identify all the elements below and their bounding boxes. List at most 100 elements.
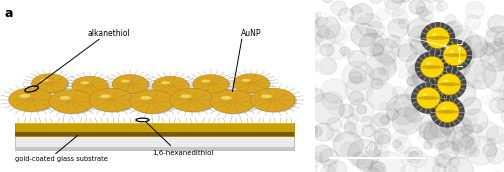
Circle shape [399,71,407,79]
Circle shape [369,162,386,172]
Circle shape [444,69,462,85]
Circle shape [392,86,405,98]
Circle shape [323,159,337,172]
Circle shape [384,0,402,9]
Circle shape [311,12,328,28]
Circle shape [433,155,446,166]
Circle shape [316,57,336,75]
Ellipse shape [444,79,448,82]
Circle shape [399,152,412,164]
Circle shape [361,116,373,127]
Circle shape [487,147,504,164]
Circle shape [348,139,380,168]
Polygon shape [16,122,294,136]
Text: a: a [5,7,13,20]
Circle shape [9,88,53,111]
Circle shape [424,0,437,2]
Circle shape [462,114,477,127]
Circle shape [465,136,496,165]
Circle shape [470,148,479,157]
Circle shape [494,48,504,60]
Circle shape [449,157,460,167]
Circle shape [364,161,383,172]
Circle shape [401,164,416,172]
Circle shape [396,144,404,151]
Ellipse shape [422,93,427,96]
Ellipse shape [426,62,431,65]
Circle shape [352,6,362,15]
Circle shape [370,131,383,143]
Circle shape [444,158,473,172]
Circle shape [485,27,504,51]
Circle shape [359,33,385,56]
Text: 9.0 nm: 9.0 nm [463,18,488,24]
Circle shape [463,97,481,114]
Circle shape [342,61,374,91]
Circle shape [233,74,269,93]
Polygon shape [16,132,294,136]
Circle shape [416,7,428,17]
Circle shape [451,58,470,76]
Circle shape [380,116,390,124]
Circle shape [388,19,408,38]
Text: 50 nm: 50 nm [365,143,390,152]
Ellipse shape [436,110,459,114]
Circle shape [409,151,418,160]
Circle shape [327,42,346,60]
Circle shape [483,144,497,157]
Circle shape [434,0,445,2]
Polygon shape [16,136,294,150]
Circle shape [399,19,409,28]
Circle shape [397,116,415,132]
Circle shape [500,33,504,47]
Circle shape [390,102,401,112]
Circle shape [372,44,384,55]
Circle shape [474,64,485,74]
Circle shape [430,121,448,138]
Circle shape [456,123,466,132]
Ellipse shape [432,33,436,36]
Circle shape [404,104,424,122]
Circle shape [369,0,382,3]
Circle shape [316,29,336,47]
Circle shape [409,25,437,51]
Circle shape [321,79,348,103]
Ellipse shape [235,75,271,94]
Circle shape [466,2,484,19]
Circle shape [320,44,334,56]
Text: AuNP: AuNP [241,29,261,38]
Circle shape [370,114,390,133]
Circle shape [484,46,495,56]
Circle shape [494,38,502,46]
Circle shape [475,73,486,83]
Ellipse shape [100,94,111,98]
Ellipse shape [51,91,95,114]
Circle shape [320,58,337,74]
Circle shape [409,151,427,168]
Circle shape [437,1,448,11]
Circle shape [250,88,295,112]
Circle shape [376,9,389,20]
Circle shape [344,121,355,131]
Circle shape [432,45,462,71]
Circle shape [473,124,482,133]
Circle shape [447,127,474,152]
Circle shape [379,68,387,75]
Circle shape [302,40,320,56]
Circle shape [437,39,472,71]
Circle shape [487,126,504,144]
Circle shape [390,0,407,3]
Circle shape [444,128,452,136]
Circle shape [347,114,358,124]
Circle shape [153,76,188,95]
Circle shape [372,33,388,47]
Circle shape [444,22,459,37]
Ellipse shape [438,82,460,86]
Circle shape [112,75,148,94]
Ellipse shape [195,76,231,95]
Circle shape [370,68,389,85]
Circle shape [320,165,336,172]
Circle shape [392,9,408,24]
Circle shape [465,15,481,29]
Circle shape [464,60,496,89]
